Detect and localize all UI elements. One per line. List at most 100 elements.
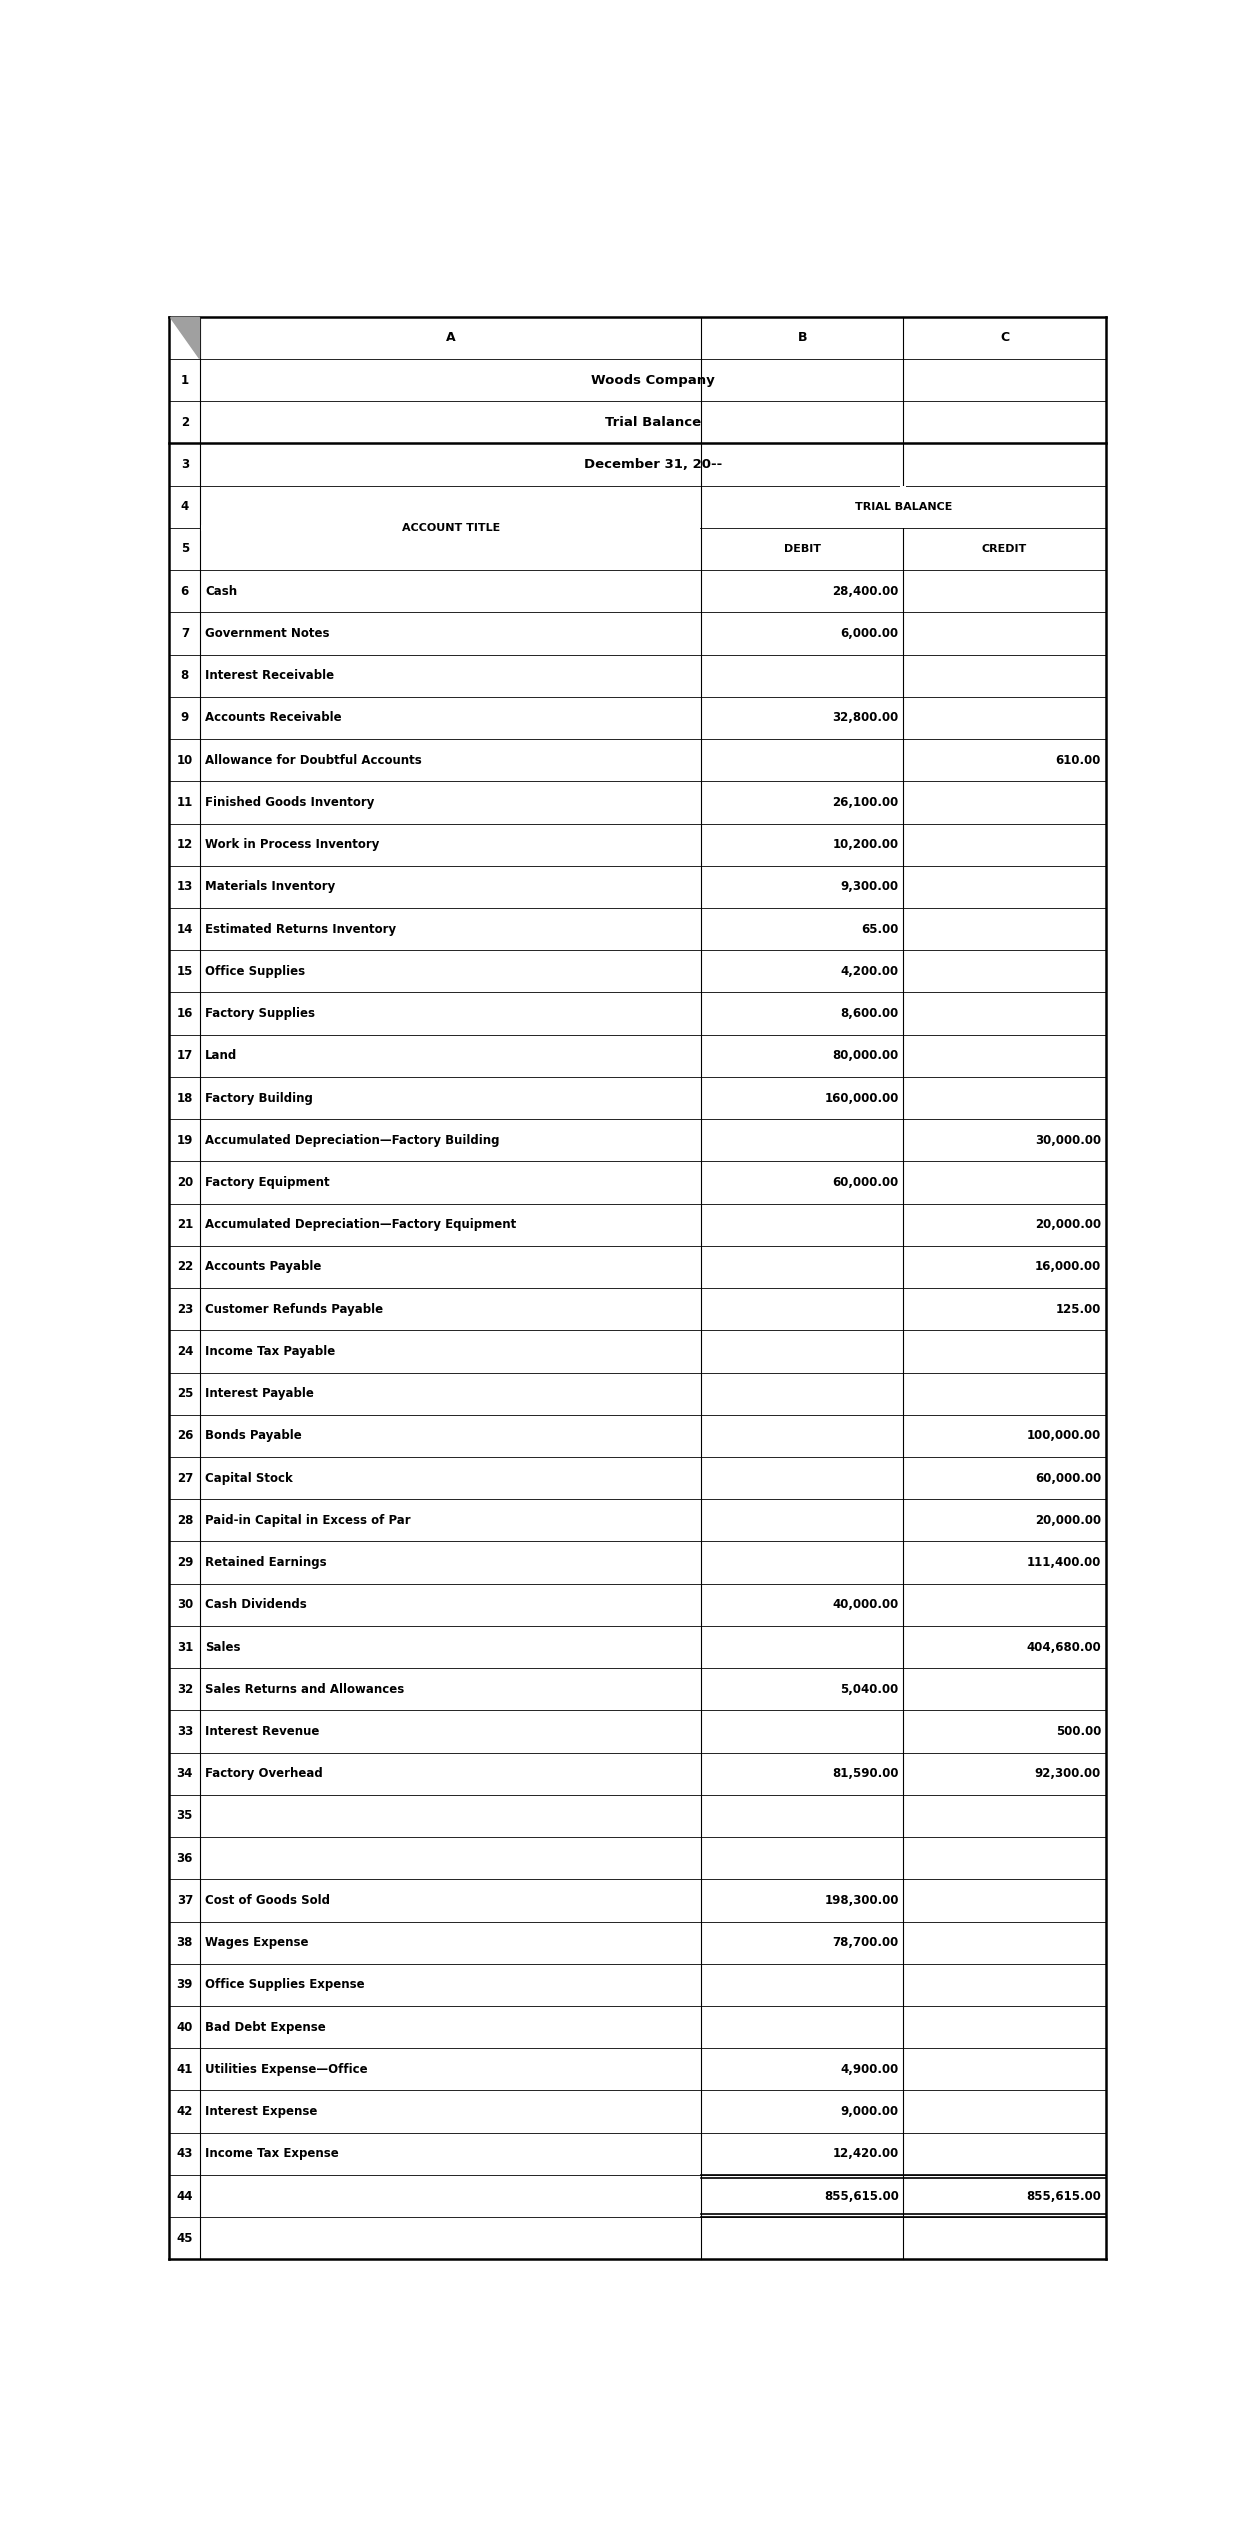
Text: 6: 6 xyxy=(180,585,189,598)
Text: Paid-in Capital in Excess of Par: Paid-in Capital in Excess of Par xyxy=(205,1513,411,1526)
Text: 9: 9 xyxy=(180,712,189,725)
Text: Allowance for Doubtful Accounts: Allowance for Doubtful Accounts xyxy=(205,753,422,765)
Polygon shape xyxy=(170,318,199,359)
Text: 40: 40 xyxy=(177,2022,193,2034)
Text: TRIAL BALANCE: TRIAL BALANCE xyxy=(855,501,952,511)
Text: 17: 17 xyxy=(177,1050,193,1063)
Text: Utilities Expense—Office: Utilities Expense—Office xyxy=(205,2062,367,2075)
Text: Interest Receivable: Interest Receivable xyxy=(205,669,335,682)
Text: 198,300.00: 198,300.00 xyxy=(825,1895,898,1907)
Text: 2: 2 xyxy=(180,417,189,430)
Text: 6,000.00: 6,000.00 xyxy=(841,628,898,641)
Text: 12: 12 xyxy=(177,839,193,852)
Text: 4: 4 xyxy=(180,501,189,514)
Text: CREDIT: CREDIT xyxy=(982,544,1028,554)
Text: Interest Payable: Interest Payable xyxy=(205,1386,313,1401)
Text: Sales: Sales xyxy=(205,1640,240,1653)
Text: 60,000.00: 60,000.00 xyxy=(1035,1472,1101,1485)
Text: 78,700.00: 78,700.00 xyxy=(832,1935,898,1948)
Text: Finished Goods Inventory: Finished Goods Inventory xyxy=(205,796,374,809)
Text: 32: 32 xyxy=(177,1683,193,1696)
Text: 22: 22 xyxy=(177,1261,193,1274)
Text: 20: 20 xyxy=(177,1175,193,1190)
Text: 37: 37 xyxy=(177,1895,193,1907)
Text: 81,590.00: 81,590.00 xyxy=(832,1767,898,1780)
Text: 36: 36 xyxy=(177,1851,193,1864)
Text: 65.00: 65.00 xyxy=(861,923,898,936)
Text: 20,000.00: 20,000.00 xyxy=(1035,1218,1101,1231)
Text: 111,400.00: 111,400.00 xyxy=(1026,1556,1101,1569)
Text: 404,680.00: 404,680.00 xyxy=(1026,1640,1101,1653)
Text: 21: 21 xyxy=(177,1218,193,1231)
Text: 35: 35 xyxy=(177,1811,193,1823)
Text: 12,420.00: 12,420.00 xyxy=(832,2146,898,2162)
Text: Cost of Goods Sold: Cost of Goods Sold xyxy=(205,1895,330,1907)
Text: 10,200.00: 10,200.00 xyxy=(832,839,898,852)
Text: 3: 3 xyxy=(180,458,189,470)
Text: Factory Building: Factory Building xyxy=(205,1091,312,1104)
Text: 7: 7 xyxy=(180,628,189,641)
Text: 29: 29 xyxy=(177,1556,193,1569)
Text: 4,900.00: 4,900.00 xyxy=(841,2062,898,2075)
Text: 80,000.00: 80,000.00 xyxy=(832,1050,898,1063)
Text: 18: 18 xyxy=(177,1091,193,1104)
Text: 8,600.00: 8,600.00 xyxy=(841,1007,898,1020)
Text: A: A xyxy=(445,331,455,343)
Text: 855,615.00: 855,615.00 xyxy=(824,2190,898,2202)
Text: 42: 42 xyxy=(177,2106,193,2118)
Text: 16,000.00: 16,000.00 xyxy=(1035,1261,1101,1274)
Text: Wages Expense: Wages Expense xyxy=(205,1935,309,1948)
Text: 41: 41 xyxy=(177,2062,193,2075)
Text: Interest Revenue: Interest Revenue xyxy=(205,1724,320,1737)
Text: Customer Refunds Payable: Customer Refunds Payable xyxy=(205,1302,383,1315)
Text: Income Tax Payable: Income Tax Payable xyxy=(205,1345,335,1358)
Text: 39: 39 xyxy=(177,1978,193,1991)
Text: 28: 28 xyxy=(177,1513,193,1526)
Text: 45: 45 xyxy=(177,2233,193,2245)
Text: 125.00: 125.00 xyxy=(1056,1302,1101,1315)
Text: 8: 8 xyxy=(180,669,189,682)
Text: Work in Process Inventory: Work in Process Inventory xyxy=(205,839,379,852)
Text: 30: 30 xyxy=(177,1600,193,1612)
Text: 20,000.00: 20,000.00 xyxy=(1035,1513,1101,1526)
Text: 610.00: 610.00 xyxy=(1056,753,1101,765)
Text: Office Supplies: Office Supplies xyxy=(205,964,305,979)
Text: Estimated Returns Inventory: Estimated Returns Inventory xyxy=(205,923,396,936)
Text: December 31, 20--: December 31, 20-- xyxy=(583,458,722,470)
Text: Capital Stock: Capital Stock xyxy=(205,1472,292,1485)
Text: Bonds Payable: Bonds Payable xyxy=(205,1429,302,1442)
Text: 9,000.00: 9,000.00 xyxy=(841,2106,898,2118)
Text: DEBIT: DEBIT xyxy=(784,544,821,554)
Text: 9,300.00: 9,300.00 xyxy=(841,880,898,893)
Text: 28,400.00: 28,400.00 xyxy=(832,585,898,598)
Text: Cash: Cash xyxy=(205,585,238,598)
Text: 40,000.00: 40,000.00 xyxy=(832,1600,898,1612)
Text: Accumulated Depreciation—Factory Equipment: Accumulated Depreciation—Factory Equipme… xyxy=(205,1218,516,1231)
Text: 10: 10 xyxy=(177,753,193,765)
Text: 160,000.00: 160,000.00 xyxy=(825,1091,898,1104)
Text: 5,040.00: 5,040.00 xyxy=(841,1683,898,1696)
Text: Bad Debt Expense: Bad Debt Expense xyxy=(205,2022,326,2034)
Text: Materials Inventory: Materials Inventory xyxy=(205,880,335,893)
Text: 5: 5 xyxy=(180,542,189,554)
Text: Retained Earnings: Retained Earnings xyxy=(205,1556,326,1569)
Text: 11: 11 xyxy=(177,796,193,809)
Text: ACCOUNT TITLE: ACCOUNT TITLE xyxy=(402,524,500,534)
Text: Cash Dividends: Cash Dividends xyxy=(205,1600,307,1612)
Text: Factory Equipment: Factory Equipment xyxy=(205,1175,330,1190)
Text: 14: 14 xyxy=(177,923,193,936)
Text: Income Tax Expense: Income Tax Expense xyxy=(205,2146,338,2162)
Text: 25: 25 xyxy=(177,1386,193,1401)
Text: 4,200.00: 4,200.00 xyxy=(841,964,898,979)
Text: 26: 26 xyxy=(177,1429,193,1442)
Text: Sales Returns and Allowances: Sales Returns and Allowances xyxy=(205,1683,404,1696)
Text: 31: 31 xyxy=(177,1640,193,1653)
Text: Factory Overhead: Factory Overhead xyxy=(205,1767,322,1780)
Text: 1: 1 xyxy=(180,374,189,387)
Text: 32,800.00: 32,800.00 xyxy=(832,712,898,725)
Bar xyxy=(901,486,907,529)
Bar xyxy=(202,524,700,531)
Text: Accounts Payable: Accounts Payable xyxy=(205,1261,321,1274)
Text: 500.00: 500.00 xyxy=(1056,1724,1101,1737)
Text: 15: 15 xyxy=(177,964,193,979)
